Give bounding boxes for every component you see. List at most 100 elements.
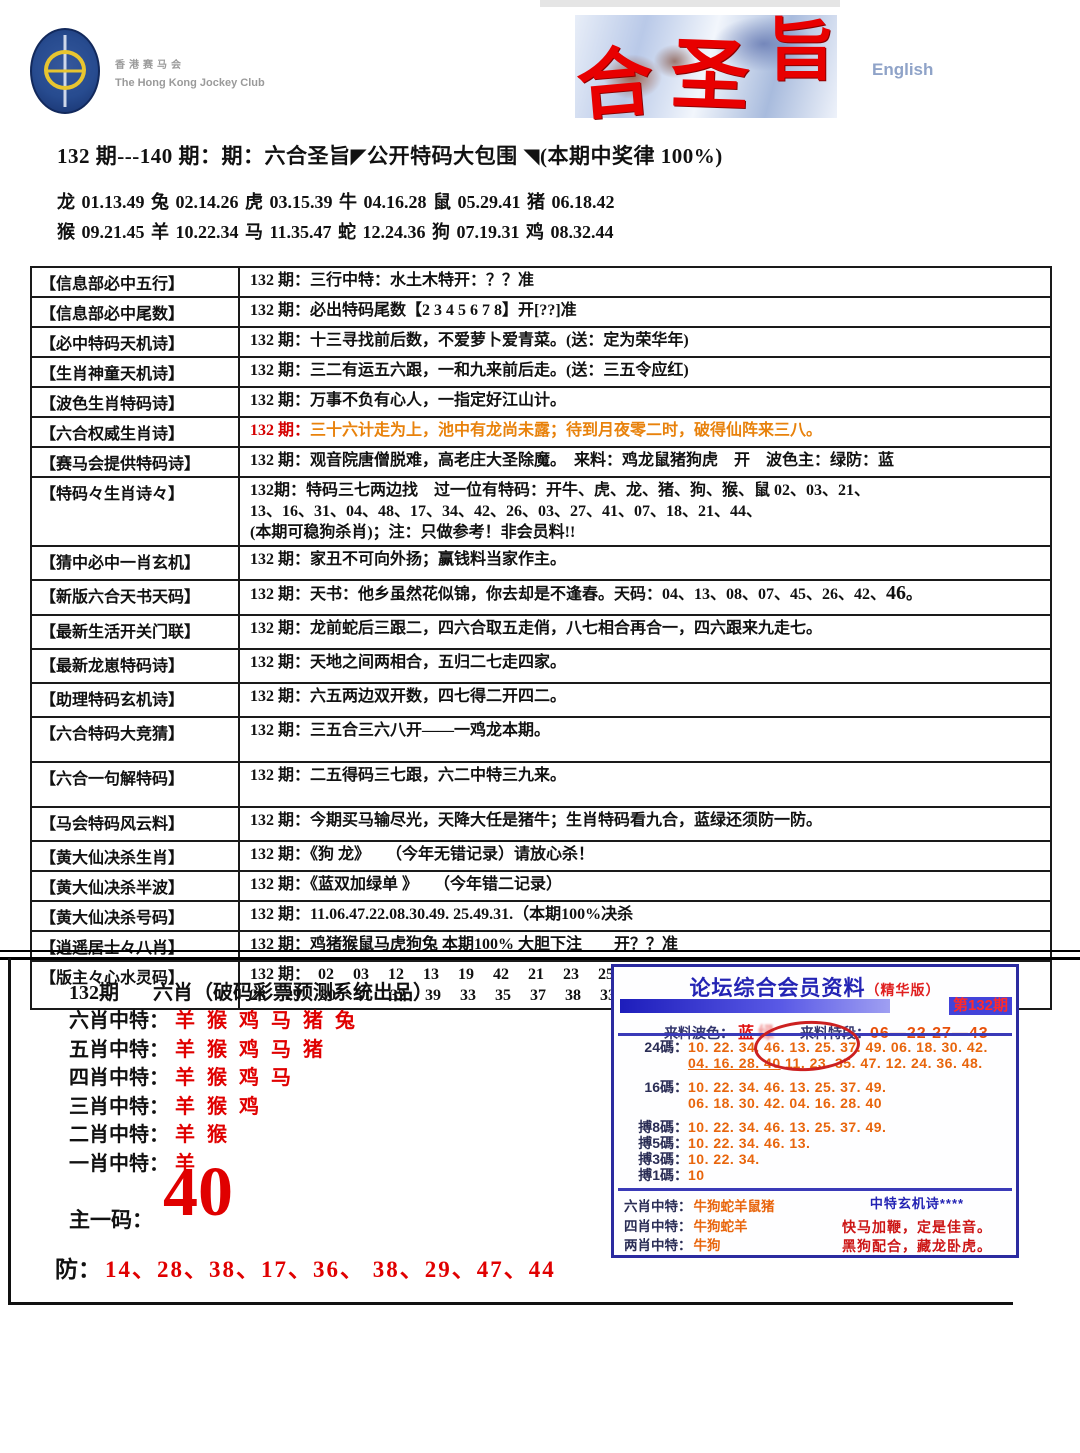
row-content: 132 期：二五得码三七跟，六二中特三九来。 bbox=[240, 763, 1050, 806]
member-zodiac-label: 两肖中特： bbox=[624, 1238, 692, 1253]
guard-line: 防： 14、28、38、17、36、 38、29、47、44 bbox=[55, 1250, 556, 1284]
six-zodiac-value: 羊猴 bbox=[175, 1124, 239, 1146]
six-zodiac-label: 五肖中特： bbox=[69, 1038, 169, 1061]
logo-text: 香港赛马会 The Hong Kong Jockey Club bbox=[115, 56, 265, 89]
text-segment: 132 期： bbox=[250, 362, 311, 379]
member-code-line: 10. 22. 34. 46. 13. 25. 37. 49. bbox=[688, 1079, 886, 1095]
member-zodiac-list: 六肖中特： 牛狗蛇羊鼠猪 四肖中特： 牛狗蛇羊 两肖中特： 牛狗 bbox=[624, 1195, 775, 1254]
table-row: 【最新龙崽特码诗】 132 期：天地之间两相合，五归二七走四家。 bbox=[32, 648, 1050, 682]
member-box: 论坛综合会员资料（精华版） 第132期 来料波色：蓝绿来料特段：06—22 27… bbox=[611, 964, 1019, 1258]
table-row: 【马会特码风云料】 132 期：今期买马输尽光，天降大任是猪牛；生肖特码看九合，蓝… bbox=[32, 806, 1050, 840]
text-segment: 10. 22. 34. 46. 13. 25. 37. 49. bbox=[688, 1079, 887, 1095]
text-segment: 11. 23. 35. 47. 12. 24. 36. 48. bbox=[780, 1055, 983, 1071]
row-line: 132 期：十三寻找前后数，不爱萝卜爱青菜。(送：定为荣华年) bbox=[250, 330, 1044, 351]
row-line: 132 期：家丑不可向外扬；赢钱料当家作主。 bbox=[250, 549, 1044, 570]
six-zodiac-value: 羊 bbox=[175, 1152, 207, 1175]
row-line: (本期可稳狗杀肖)；注：只做参考！非会员料!! bbox=[250, 522, 1044, 543]
six-zodiac-list: 六肖中特： 羊猴鸡马猪兔 五肖中特： 羊猴鸡马猪 四肖中特： 羊猴鸡马 三肖中特： 羊猴鸡 二肖… bbox=[69, 1004, 367, 1175]
text-segment: 132 期： bbox=[250, 936, 311, 953]
row-content: 132 期：必出特码尾数【2 3 4 5 6 7 8】开[??]准 bbox=[240, 298, 1050, 326]
row-line: 132期：特码三七两边找 过一位有特码：开牛、虎、龙、猪、狗、猴、鼠 02、03… bbox=[250, 480, 1044, 501]
text-segment: 万事不负有心人，一指定好江山计。 bbox=[310, 392, 567, 409]
text-segment: 132 期： bbox=[250, 551, 311, 568]
six-zodiac-row: 六肖中特： 羊猴鸡马猪兔 bbox=[69, 1004, 367, 1033]
blue-rule-bottom bbox=[618, 1188, 1012, 1191]
member-code-line: 10. 22. 34. 46. 13. 25. 37. 49. 06. 18. … bbox=[688, 1039, 988, 1055]
six-zodiac-row: 五肖中特： 羊猴鸡马猪 bbox=[69, 1033, 367, 1062]
six-zodiac-label: 二肖中特： bbox=[69, 1124, 169, 1146]
gradient-bar bbox=[620, 999, 890, 1013]
row-content: 132 期：观音院唐僧脱难，高老庄大圣除魔。 来料：鸡龙鼠猪狗虎 开 波色主：绿… bbox=[240, 448, 1050, 476]
text-segment: 十三寻找前后数，不爱萝卜爱青菜。(送：定为荣华年) bbox=[310, 332, 689, 349]
member-code-line: 10. 22. 34. 46. 13. bbox=[688, 1135, 810, 1151]
text-segment: 三二有运五六跟，一和九来前后走。(送：三五令应红) bbox=[310, 362, 689, 379]
row-label: 【必中特码天机诗】 bbox=[32, 328, 240, 356]
member-zodiac-row: 两肖中特： 牛狗 bbox=[624, 1234, 775, 1254]
member-zodiac-row: 四肖中特： 牛狗蛇羊 bbox=[624, 1215, 775, 1235]
row-content: 132 期：三行中特：水土木特开：？？准 bbox=[240, 268, 1050, 296]
row-line: 132 期：二五得码三七跟，六二中特三九来。 bbox=[250, 765, 1044, 786]
text-segment: 天书：他乡虽然花似锦，你去却是不逢春。天码：04、13、08、07、45、26、… bbox=[310, 586, 887, 603]
text-segment: 132期： bbox=[250, 482, 307, 499]
row-content: 132 期：六五两边双开数，四七得二开四二。 bbox=[240, 684, 1050, 716]
text-segment: 三行中特：水土木特开：？？准 bbox=[310, 272, 535, 289]
row-label: 【版主々心水灵码】 bbox=[32, 962, 240, 1008]
row-content: 132 期：11.06.47.22.08.30.49. 25.49.31.（本期… bbox=[240, 902, 1050, 930]
row-content: 132 期：十三寻找前后数，不爱萝卜爱青菜。(送：定为荣华年) bbox=[240, 328, 1050, 356]
text-segment: 10 bbox=[688, 1167, 705, 1183]
text-segment: 132 期： bbox=[250, 302, 311, 319]
text-segment: 二五得码三七跟，六二中特三九来。 bbox=[310, 767, 567, 784]
member-code-row: 搏5碼： 10. 22. 34. 46. 13. bbox=[624, 1135, 1012, 1151]
row-label: 【赛马会提供特码诗】 bbox=[32, 448, 240, 476]
blue-rule-top bbox=[618, 1033, 1012, 1036]
banner-char-1: 合 bbox=[573, 39, 657, 131]
text-segment: 132 期： bbox=[250, 876, 311, 893]
text-segment: 必出特码尾数【2 3 4 5 6 7 8】开[??]准 bbox=[310, 302, 577, 319]
member-code-label: 搏5碼： bbox=[638, 1135, 688, 1151]
text-segment: 今期买马输尽光，天降大任是猪牛；生肖特码看九合，蓝绿还须防一防。 bbox=[310, 812, 823, 829]
text-segment: 02 03 12 13 19 42 21 23 25 26 27 bbox=[318, 966, 685, 983]
six-zodiac-row: 二肖中特： 羊猴 bbox=[69, 1118, 367, 1147]
six-zodiac-value: 羊猴鸡马猪兔 bbox=[175, 1010, 367, 1032]
table-row: 【最新生活开关门联】 132 期：龙前蛇后三跟二，四六合取五走俏，八七相合再合一，… bbox=[32, 614, 1050, 648]
row-line: 13、16、31、04、48、17、34、42、26、03、27、41、07、1… bbox=[250, 501, 1044, 522]
banner-image: 合 圣 旨 bbox=[573, 15, 837, 130]
row-label: 【黄大仙决杀半波】 bbox=[32, 872, 240, 900]
row-content: 132 期：天书：他乡虽然花似锦，你去却是不逢春。天码：04、13、08、07、… bbox=[240, 581, 1050, 614]
top-edge-remnant bbox=[540, 0, 840, 7]
row-line: 132 期：观音院唐僧脱难，高老庄大圣除魔。 来料：鸡龙鼠猪狗虎 开 波色主：绿… bbox=[250, 450, 1044, 471]
row-label: 【马会特码风云料】 bbox=[32, 808, 240, 840]
row-label: 【信息部必中尾数】 bbox=[32, 298, 240, 326]
row-content: 132 期：鸡猪猴鼠马虎狗兔 本期100% 大胆下注 开？？准 bbox=[240, 932, 1050, 960]
text-segment: 龙前蛇后三跟二，四六合取五走俏，八七相合再合一，四六跟来九走七。 bbox=[310, 620, 823, 637]
six-zodiac-row: 三肖中特： 羊猴鸡 bbox=[69, 1090, 367, 1119]
text-segment: 观音院唐僧脱难，高老庄大圣除魔。 来料：鸡龙鼠猪狗虎 开 波色主：绿防：蓝 bbox=[310, 452, 895, 469]
member-code-line: 10. 22. 34. bbox=[688, 1151, 760, 1167]
row-line: 132 期：《狗 龙》 （今年无错记录）请放心杀！ bbox=[250, 844, 1044, 865]
row-line: 132 期：天地之间两相合，五归二七走四家。 bbox=[250, 652, 1044, 673]
english-link[interactable]: English bbox=[872, 60, 934, 79]
member-code-line: 10 bbox=[688, 1167, 705, 1183]
text-segment: 鸡猪猴鼠马虎狗兔 本期100% 大胆下注 开？？准 bbox=[310, 936, 679, 953]
zodiac-numbers-line2: 猴 09.21.45 羊 10.22.34 马 11.35.47 蛇 12.24… bbox=[57, 222, 614, 242]
member-code-label: 搏8碼： bbox=[638, 1119, 688, 1135]
guard-numbers: 14、28、38、17、36、 38、29、47、44 bbox=[105, 1257, 556, 1282]
row-content: 132 期：三二有运五六跟，一和九来前后走。(送：三五令应红) bbox=[240, 358, 1050, 386]
row-line: 132 期：鸡猪猴鼠马虎狗兔 本期100% 大胆下注 开？？准 bbox=[250, 934, 1044, 955]
table-row: 【信息部必中五行】 132 期：三行中特：水土木特开：？？准 bbox=[32, 268, 1050, 296]
table-row: 【必中特码天机诗】 132 期：十三寻找前后数，不爱萝卜爱青菜。(送：定为荣华年) bbox=[32, 326, 1050, 356]
row-line: 132 期：今期买马输尽光，天降大任是猪牛；生肖特码看九合，蓝绿还须防一防。 bbox=[250, 810, 1044, 831]
member-code-numbers: 10. 22. 34. bbox=[688, 1151, 760, 1167]
six-zodiac-label: 一肖中特： bbox=[69, 1152, 169, 1175]
poem-line-1: 快马加鞭，定是佳音。 bbox=[842, 1219, 992, 1235]
text-segment: 132 期： bbox=[250, 966, 319, 983]
six-zodiac-label: 三肖中特： bbox=[69, 1095, 169, 1118]
row-line: 132 期：三二有运五六跟，一和九来前后走。(送：三五令应红) bbox=[250, 360, 1044, 381]
member-zodiac-value: 牛狗蛇羊 bbox=[693, 1218, 748, 1234]
text-segment: (本期可稳狗杀肖)；注：只做参考！非会员料!! bbox=[250, 524, 576, 541]
row-label: 【信息部必中五行】 bbox=[32, 268, 240, 296]
row-label: 【最新龙崽特码诗】 bbox=[32, 650, 240, 682]
member-title-suffix: （精华版） bbox=[865, 982, 941, 998]
member-code-label: 16碼： bbox=[644, 1079, 688, 1095]
row-line: 132 期：三五合三六八开——一鸡龙本期。 bbox=[250, 720, 1044, 741]
